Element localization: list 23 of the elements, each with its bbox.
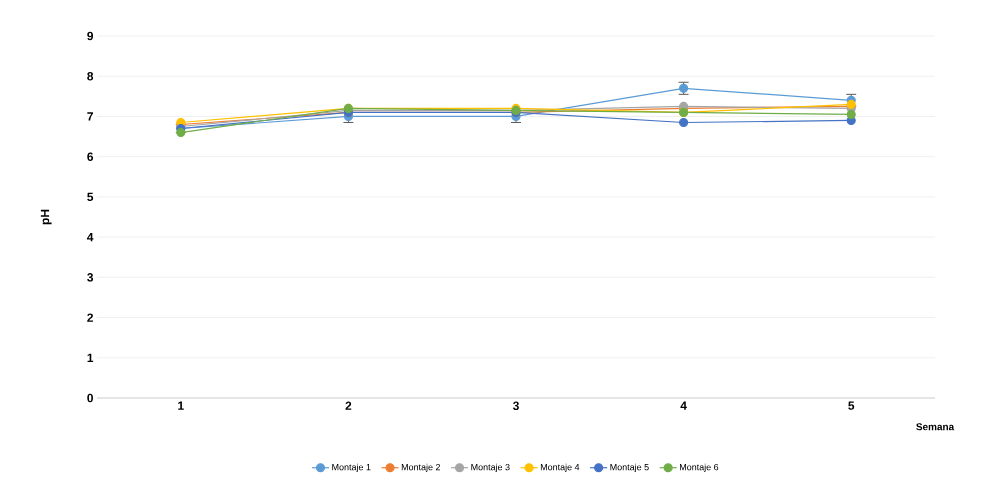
legend-label: Montaje 5 (610, 463, 649, 473)
legend-label: Montaje 2 (401, 463, 441, 473)
y-tick-label: 2 (87, 313, 93, 322)
legend-label: Montaje 6 (679, 463, 719, 473)
x-tick-label: 3 (512, 401, 519, 411)
y-tick-label: 6 (87, 152, 94, 161)
x-tick-label: 2 (345, 401, 352, 410)
x-tick-label: 5 (848, 401, 855, 410)
y-tick-label: 8 (87, 72, 94, 81)
x-tick-label: 1 (178, 401, 184, 410)
legend-label: Montaje 4 (540, 463, 580, 473)
legend-label: Montaje 1 (332, 463, 371, 473)
y-axis-title: pH (40, 209, 52, 225)
y-tick-label: 4 (87, 233, 94, 242)
y-tick-label: 9 (87, 31, 94, 41)
y-tick-label: 1 (87, 353, 94, 362)
legend-label: Montaje 3 (471, 463, 510, 473)
y-tick-label: 3 (87, 273, 94, 282)
y-tick-label: 0 (87, 393, 93, 403)
y-tick-label: 7 (87, 112, 93, 121)
x-axis-title: Semana (916, 423, 955, 431)
y-tick-label: 5 (87, 192, 94, 202)
x-tick-label: 4 (680, 401, 687, 410)
